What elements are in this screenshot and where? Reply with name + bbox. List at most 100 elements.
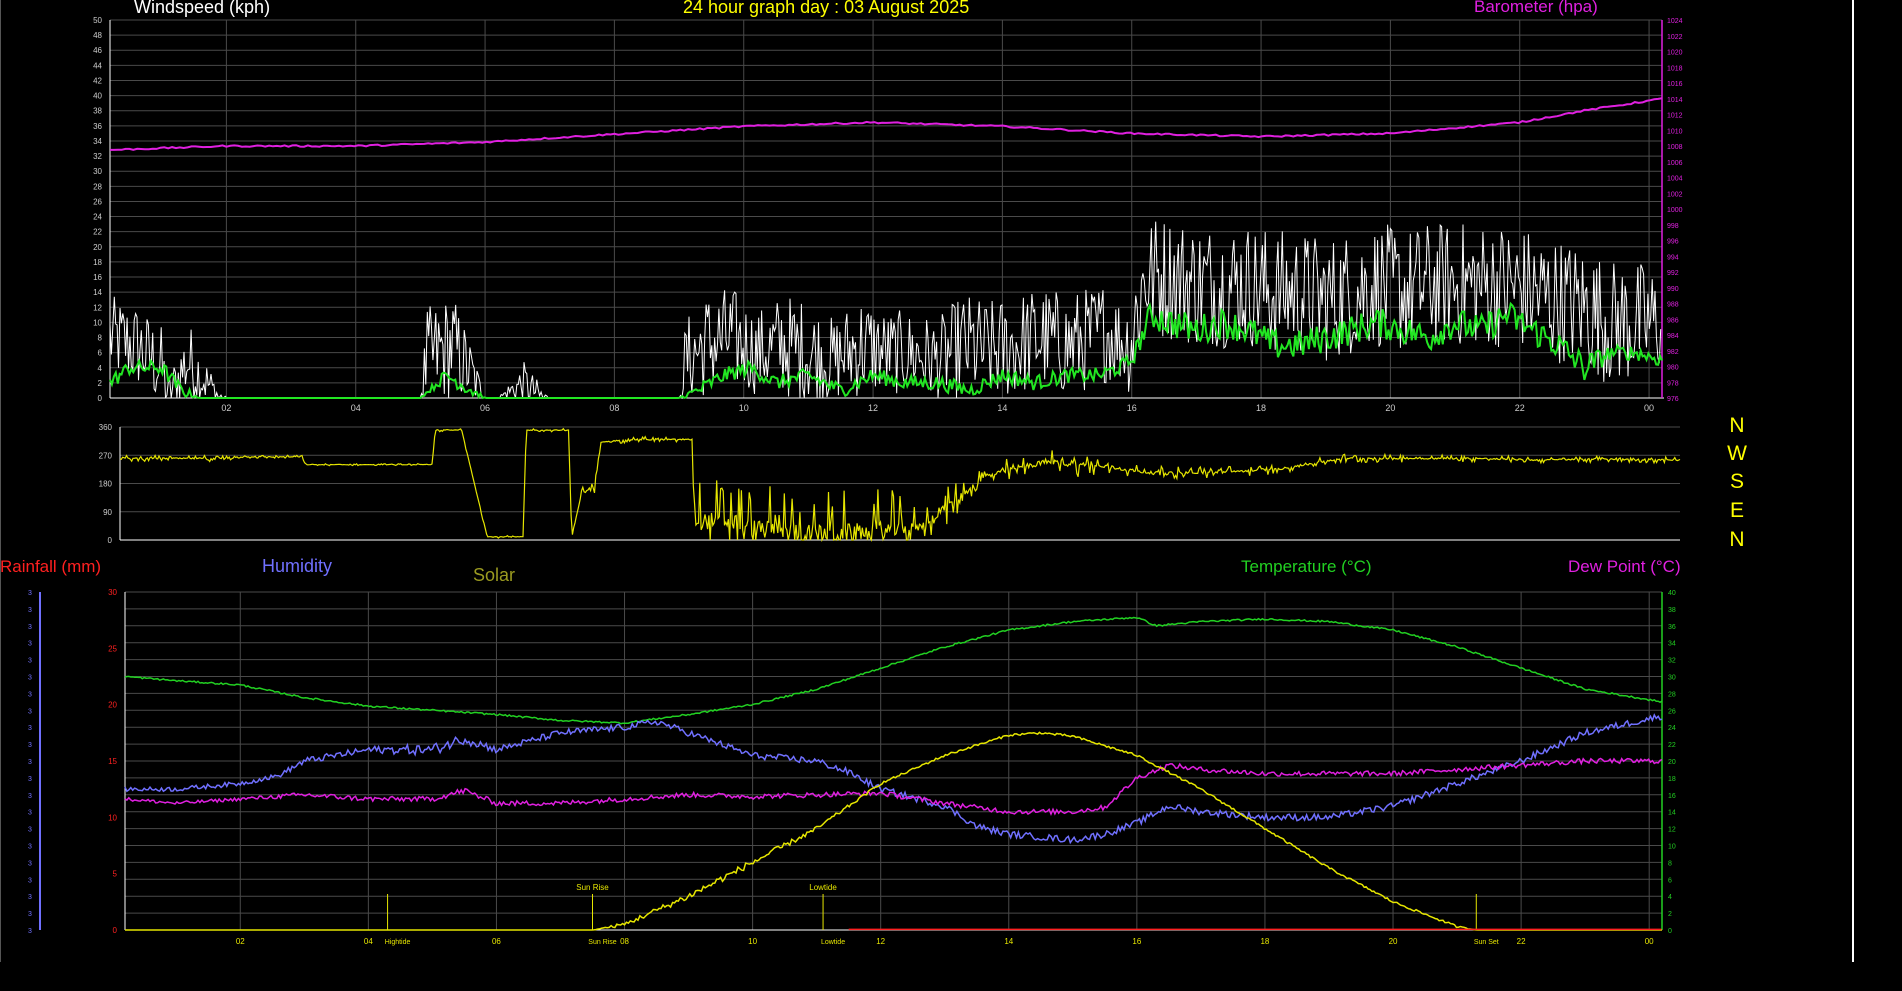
- baro-y-tick-label: 1020: [1667, 50, 1683, 57]
- humidity-axis-mark: 3: [28, 810, 32, 817]
- windspeed_avg-line: [109, 301, 1663, 400]
- direction-y-tick-label: 270: [99, 451, 113, 460]
- windspeed-title: Windspeed (kph): [134, 0, 271, 17]
- rain-y-tick-label: 25: [108, 644, 117, 653]
- temp-x-tick-label: 10: [748, 937, 757, 946]
- humidity-axis-mark: 3: [28, 844, 32, 851]
- baro-y-tick-label: 1000: [1667, 207, 1683, 214]
- temp-y-tick-label: 38: [1668, 607, 1676, 614]
- wind-x-tick-label: 14: [997, 403, 1007, 413]
- temp-y-tick-label: 30: [1668, 675, 1676, 682]
- humidity-axis-mark: 3: [28, 793, 32, 800]
- baro-y-tick-label: 976: [1667, 396, 1679, 403]
- wind-grid: [110, 19, 1662, 399]
- baro-y-tick-label: 1014: [1667, 97, 1683, 104]
- baro-y-tick-label: 1016: [1667, 81, 1683, 88]
- temp-y-tick-label: 16: [1668, 793, 1676, 800]
- baro-y-tick-label: 992: [1667, 270, 1679, 277]
- humidity-axis-mark: 3: [28, 590, 32, 597]
- baro-y-tick-label: 980: [1667, 365, 1679, 372]
- temp-x-tick-label: 18: [1260, 937, 1269, 946]
- barometer-title: Barometer (hpa): [1474, 0, 1598, 16]
- direction-y-tick-label: 0: [108, 536, 113, 545]
- humidity-axis-mark: 3: [28, 911, 32, 918]
- temp-y-tick-label: 28: [1668, 691, 1676, 698]
- rainfall-title: Rainfall (mm): [0, 557, 102, 576]
- wind-x-tick-label: 18: [1256, 403, 1266, 413]
- rain-y-tick-label: 30: [108, 588, 117, 597]
- wind-y-tick-label: 48: [93, 31, 102, 40]
- rain-y-tick-label: 0: [113, 926, 118, 935]
- baro-y-tick-label: 982: [1667, 349, 1679, 356]
- temp-x-tick-label: 02: [236, 937, 245, 946]
- humidity-axis-mark: 3: [28, 658, 32, 665]
- tide-marker-label: Hightide: [385, 939, 411, 946]
- temp-y-tick-label: 24: [1668, 725, 1676, 732]
- wind-y-tick-label: 30: [93, 167, 102, 176]
- humidity-axis-mark: 3: [28, 708, 32, 715]
- wind-y-tick-label: 46: [93, 46, 102, 55]
- wind-y-tick-label: 24: [93, 213, 102, 222]
- wind-x-tick-label: 00: [1644, 403, 1654, 413]
- solar-title: Solar: [473, 565, 516, 585]
- direction-y-tick-label: 360: [99, 423, 113, 432]
- graph-day-title: 24 hour graph day : 03 August 2025: [683, 0, 970, 17]
- temp-x-tick-label: 04: [364, 937, 373, 946]
- wind-y-tick-label: 18: [93, 258, 102, 267]
- humidity-axis-mark: 3: [28, 691, 32, 698]
- humidity-title: Humidity: [262, 556, 333, 576]
- tide-marker-label: Lowtide: [821, 939, 845, 946]
- wind-x-tick-label: 22: [1515, 403, 1525, 413]
- temp-y-tick-label: 32: [1668, 658, 1676, 665]
- wind-x-tick-label: 06: [480, 403, 490, 413]
- wind-y-tick-label: 6: [98, 349, 103, 358]
- temp-x-tick-label: 14: [1004, 937, 1013, 946]
- humidity-axis-mark: 3: [28, 928, 32, 935]
- temp-x-tick-label: 16: [1132, 937, 1141, 946]
- temp-y-tick-label: 8: [1668, 860, 1672, 867]
- wind-y-tick-label: 12: [93, 303, 102, 312]
- compass-n-bottom: N: [1729, 528, 1745, 551]
- humidity-axis-mark: 3: [28, 641, 32, 648]
- right-frame-line: [1852, 0, 1854, 962]
- temp-y-tick-label: 36: [1668, 624, 1676, 631]
- wind-y-tick-label: 10: [93, 318, 102, 327]
- wind-y-tick-label: 2: [98, 379, 103, 388]
- temp-y-tick-label: 2: [1668, 911, 1672, 918]
- temp-x-tick-label: 06: [492, 937, 501, 946]
- temperature-title: Temperature (°C): [1241, 557, 1372, 576]
- humidity-axis-mark: 3: [28, 725, 32, 732]
- compass-e: E: [1729, 499, 1744, 522]
- humidity-axis-mark: 3: [28, 894, 32, 901]
- baro-y-tick-label: 1002: [1667, 191, 1683, 198]
- temp-x-tick-label: 12: [876, 937, 885, 946]
- temp-x-tick-label: 20: [1389, 937, 1398, 946]
- wind-y-tick-label: 28: [93, 182, 102, 191]
- baro-y-tick-label: 1022: [1667, 34, 1683, 41]
- baro-y-tick-label: 1006: [1667, 160, 1683, 167]
- temp-x-tick-label: 00: [1645, 937, 1654, 946]
- baro-y-tick-label: 1018: [1667, 65, 1683, 72]
- dewpoint-line: [124, 757, 1663, 816]
- left-frame-line: [0, 0, 1, 962]
- humidity-axis-mark: 3: [28, 860, 32, 867]
- wind-y-tick-label: 0: [98, 394, 103, 403]
- baro-y-tick-label: 1004: [1667, 176, 1683, 183]
- wind-y-tick-label: 14: [93, 288, 102, 297]
- windspeed_gust-line: [109, 221, 1662, 400]
- tide-marker-label: Sun Rise: [588, 939, 617, 946]
- humidity-axis-mark: 3: [28, 624, 32, 631]
- temp-y-tick-label: 20: [1668, 759, 1676, 766]
- wind-y-tick-label: 32: [93, 152, 102, 161]
- baro-y-tick-label: 998: [1667, 223, 1679, 230]
- humidity-axis-mark: 3: [28, 675, 32, 682]
- rain-y-tick-label: 15: [108, 757, 117, 766]
- dewpoint-title: Dew Point (°C): [1568, 557, 1681, 576]
- temp-y-tick-label: 4: [1668, 894, 1672, 901]
- baro-y-tick-label: 984: [1667, 333, 1679, 340]
- wind-y-tick-label: 8: [98, 334, 103, 343]
- humidity-axis-mark: 3: [28, 776, 32, 783]
- wind-x-tick-label: 04: [351, 403, 361, 413]
- wind-y-tick-label: 44: [93, 61, 102, 70]
